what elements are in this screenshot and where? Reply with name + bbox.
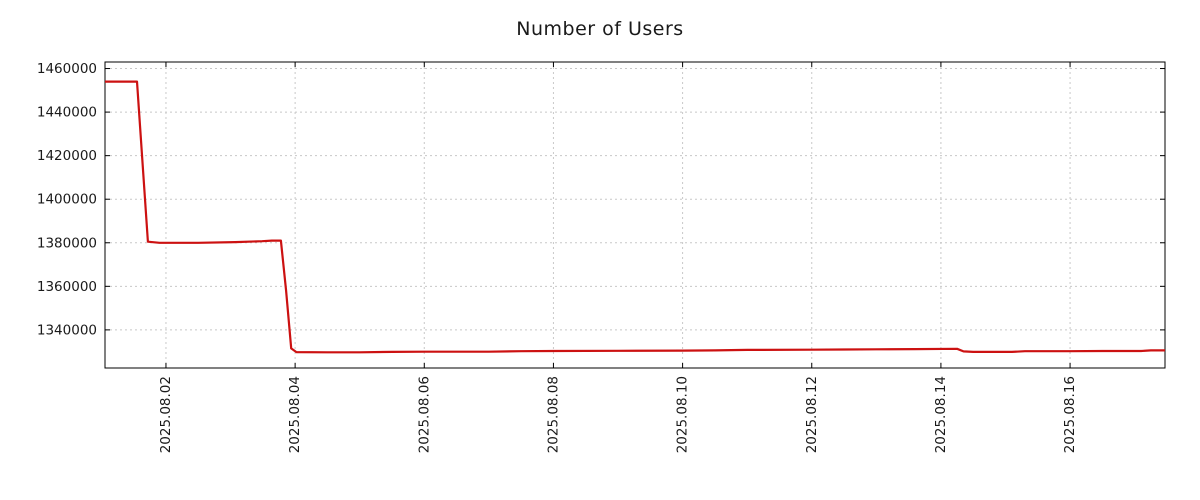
- y-tick-label: 1460000: [37, 61, 97, 77]
- x-tick-label: 2025.08.16: [1062, 376, 1078, 453]
- x-tick-label: 2025.08.12: [804, 376, 820, 453]
- y-tick-label: 1340000: [37, 322, 97, 338]
- x-tick-label: 2025.08.04: [287, 376, 303, 453]
- x-tick-label: 2025.08.14: [933, 376, 949, 453]
- x-tick-label: 2025.08.10: [675, 376, 691, 453]
- y-tick-label: 1380000: [37, 235, 97, 251]
- chart-title: Number of Users: [516, 18, 684, 40]
- plot-border: [104, 61, 1166, 369]
- data-line-users: [105, 80, 1165, 354]
- y-tick-label: 1400000: [37, 192, 97, 208]
- x-tick-label: 2025.08.02: [158, 376, 174, 453]
- y-tick-label: 1420000: [37, 148, 97, 164]
- x-tick-label: 2025.08.06: [416, 376, 432, 453]
- y-tick-label: 1440000: [37, 105, 97, 121]
- x-tick-label: 2025.08.08: [545, 376, 561, 453]
- y-tick-label: 1360000: [37, 279, 97, 295]
